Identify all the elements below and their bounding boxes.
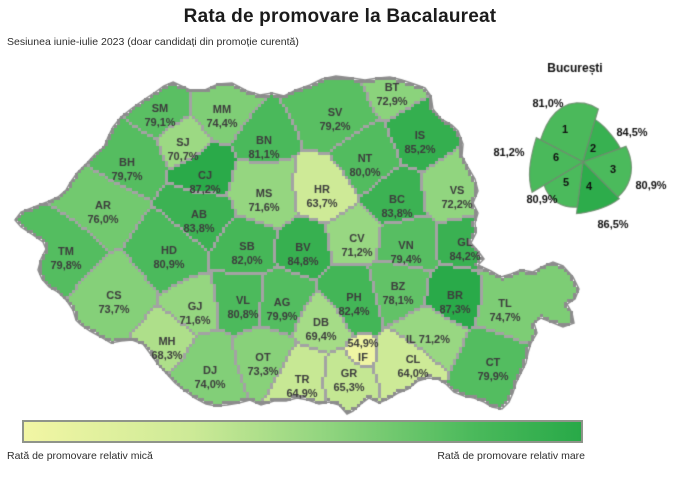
- legend-high-label: Rată de promovare relativ mare: [437, 450, 585, 462]
- subtitle: Sesiunea iunie-iulie 2023 (doar candidaț…: [7, 36, 299, 48]
- legend-gradient-bar: [22, 420, 583, 443]
- legend-low-label: Rată de promovare relativ mică: [7, 450, 153, 462]
- page-title: Rata de promovare la Bacalaureat: [183, 6, 497, 27]
